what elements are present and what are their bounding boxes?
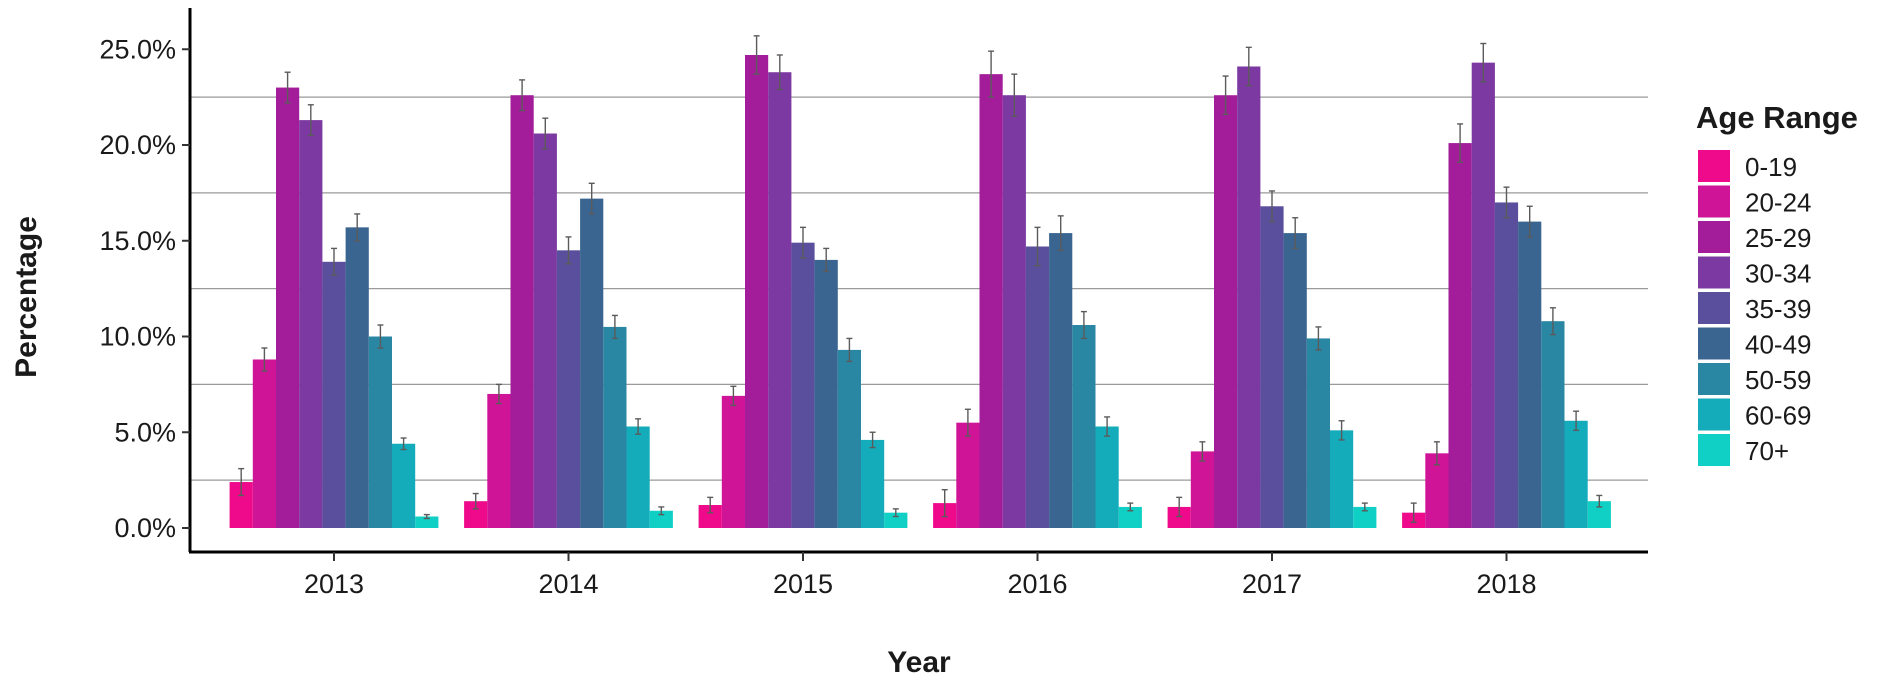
- bar-2014-20-24: [487, 394, 510, 528]
- bar-2015-35-39: [791, 243, 814, 528]
- bar-2016-30-34: [1003, 95, 1026, 528]
- legend-label: 20-24: [1745, 188, 1812, 218]
- legend-swatch: [1698, 257, 1730, 289]
- bar-2017-30-34: [1237, 66, 1260, 528]
- bar-2016-25-29: [980, 74, 1003, 528]
- bar-2013-50-59: [369, 337, 392, 529]
- x-axis-title: Year: [887, 646, 951, 679]
- y-axis-title: Percentage: [10, 216, 43, 378]
- bar-2015-30-34: [768, 72, 791, 528]
- bar-2013-20-24: [253, 359, 276, 528]
- bars: [230, 55, 1611, 528]
- bar-2015-25-29: [745, 55, 768, 528]
- legend-items: 0-19 20-24 25-29 30-34 35-39 40-49 50-59 60-69 7…: [1698, 150, 1812, 466]
- bar-2016-20-24: [956, 423, 979, 528]
- bar-2018-35-39: [1495, 202, 1518, 528]
- x-tick-label: 2018: [1476, 569, 1536, 599]
- legend-item-40-49: 40-49: [1698, 328, 1812, 360]
- bar-2014-50-59: [603, 327, 626, 528]
- bar-2015-50-59: [838, 350, 861, 528]
- legend-label: 50-59: [1745, 365, 1812, 395]
- legend-item-25-29: 25-29: [1698, 221, 1812, 253]
- bar-2017-25-29: [1214, 95, 1237, 528]
- legend-item-30-34: 30-34: [1698, 257, 1812, 289]
- legend-item-70+: 70+: [1698, 434, 1789, 466]
- bar-2014-40-49: [580, 199, 603, 528]
- bar-2013-40-49: [346, 227, 369, 528]
- legend-swatch: [1698, 186, 1730, 218]
- bar-2013-60-69: [392, 444, 415, 528]
- legend-swatch: [1698, 328, 1730, 360]
- x-tick-label: 2014: [538, 569, 598, 599]
- legend-label: 30-34: [1745, 259, 1812, 289]
- legend-label: 35-39: [1745, 294, 1812, 324]
- bar-2013-30-34: [299, 120, 322, 528]
- bar-2018-30-34: [1472, 63, 1495, 528]
- x-tick-label: 2013: [304, 569, 364, 599]
- legend-label: 25-29: [1745, 223, 1812, 253]
- bar-2018-60-69: [1565, 421, 1588, 528]
- legend-item-0-19: 0-19: [1698, 150, 1797, 182]
- bar-2016-40-49: [1049, 233, 1072, 528]
- bar-2014-30-34: [534, 134, 557, 528]
- legend-label: 40-49: [1745, 330, 1812, 360]
- bar-2018-40-49: [1518, 222, 1541, 528]
- legend-swatch: [1698, 399, 1730, 431]
- legend-label: 60-69: [1745, 401, 1812, 431]
- y-ticks: 0.0% 5.0% 10.0% 15.0% 20.0% 25.0%: [99, 34, 190, 543]
- bar-2013-25-29: [276, 88, 299, 528]
- error-bars: [238, 36, 1602, 522]
- legend-label: 70+: [1745, 436, 1789, 466]
- bar-2016-60-69: [1096, 427, 1119, 528]
- x-tick-label: 2015: [773, 569, 833, 599]
- bar-2015-40-49: [815, 260, 838, 528]
- legend-item-20-24: 20-24: [1698, 186, 1812, 218]
- legend-swatch: [1698, 221, 1730, 253]
- x-tick-label: 2017: [1242, 569, 1302, 599]
- legend-swatch: [1698, 434, 1730, 466]
- bar-2018-50-59: [1541, 321, 1564, 528]
- bar-2016-35-39: [1026, 246, 1049, 528]
- legend-item-50-59: 50-59: [1698, 363, 1812, 395]
- bar-2013-35-39: [322, 262, 345, 528]
- bar-2017-20-24: [1191, 451, 1214, 528]
- bar-2017-40-49: [1284, 233, 1307, 528]
- bar-2014-60-69: [627, 427, 650, 528]
- legend-title: Age Range: [1696, 100, 1858, 135]
- bar-2014-35-39: [557, 250, 580, 528]
- legend-label: 0-19: [1745, 152, 1797, 182]
- gridlines: [190, 97, 1648, 480]
- legend-item-60-69: 60-69: [1698, 399, 1812, 431]
- bar-2017-60-69: [1330, 430, 1353, 528]
- bar-2015-60-69: [861, 440, 884, 528]
- bar-2015-20-24: [722, 396, 745, 528]
- bar-2014-25-29: [511, 95, 534, 528]
- bar-2017-35-39: [1260, 206, 1283, 528]
- x-tick-label: 2016: [1007, 569, 1067, 599]
- legend-item-35-39: 35-39: [1698, 292, 1812, 324]
- legend-swatch: [1698, 292, 1730, 324]
- legend-swatch: [1698, 150, 1730, 182]
- y-tick-label: 25.0%: [99, 34, 176, 64]
- y-tick-label: 5.0%: [114, 417, 176, 447]
- bar-2017-50-59: [1307, 338, 1330, 528]
- y-tick-label: 20.0%: [99, 130, 176, 160]
- y-tick-label: 15.0%: [99, 226, 176, 256]
- bar-2018-25-29: [1449, 143, 1472, 528]
- y-tick-label: 0.0%: [114, 513, 176, 543]
- legend-swatch: [1698, 363, 1730, 395]
- legend: Age Range 0-19 20-24 25-29 30-34 35-39 40-49 5…: [1696, 100, 1858, 466]
- y-tick-label: 10.0%: [99, 322, 176, 352]
- x-ticks: 2013 2014 2015 2016 2017 2018: [304, 552, 1537, 599]
- bar-2016-50-59: [1072, 325, 1095, 528]
